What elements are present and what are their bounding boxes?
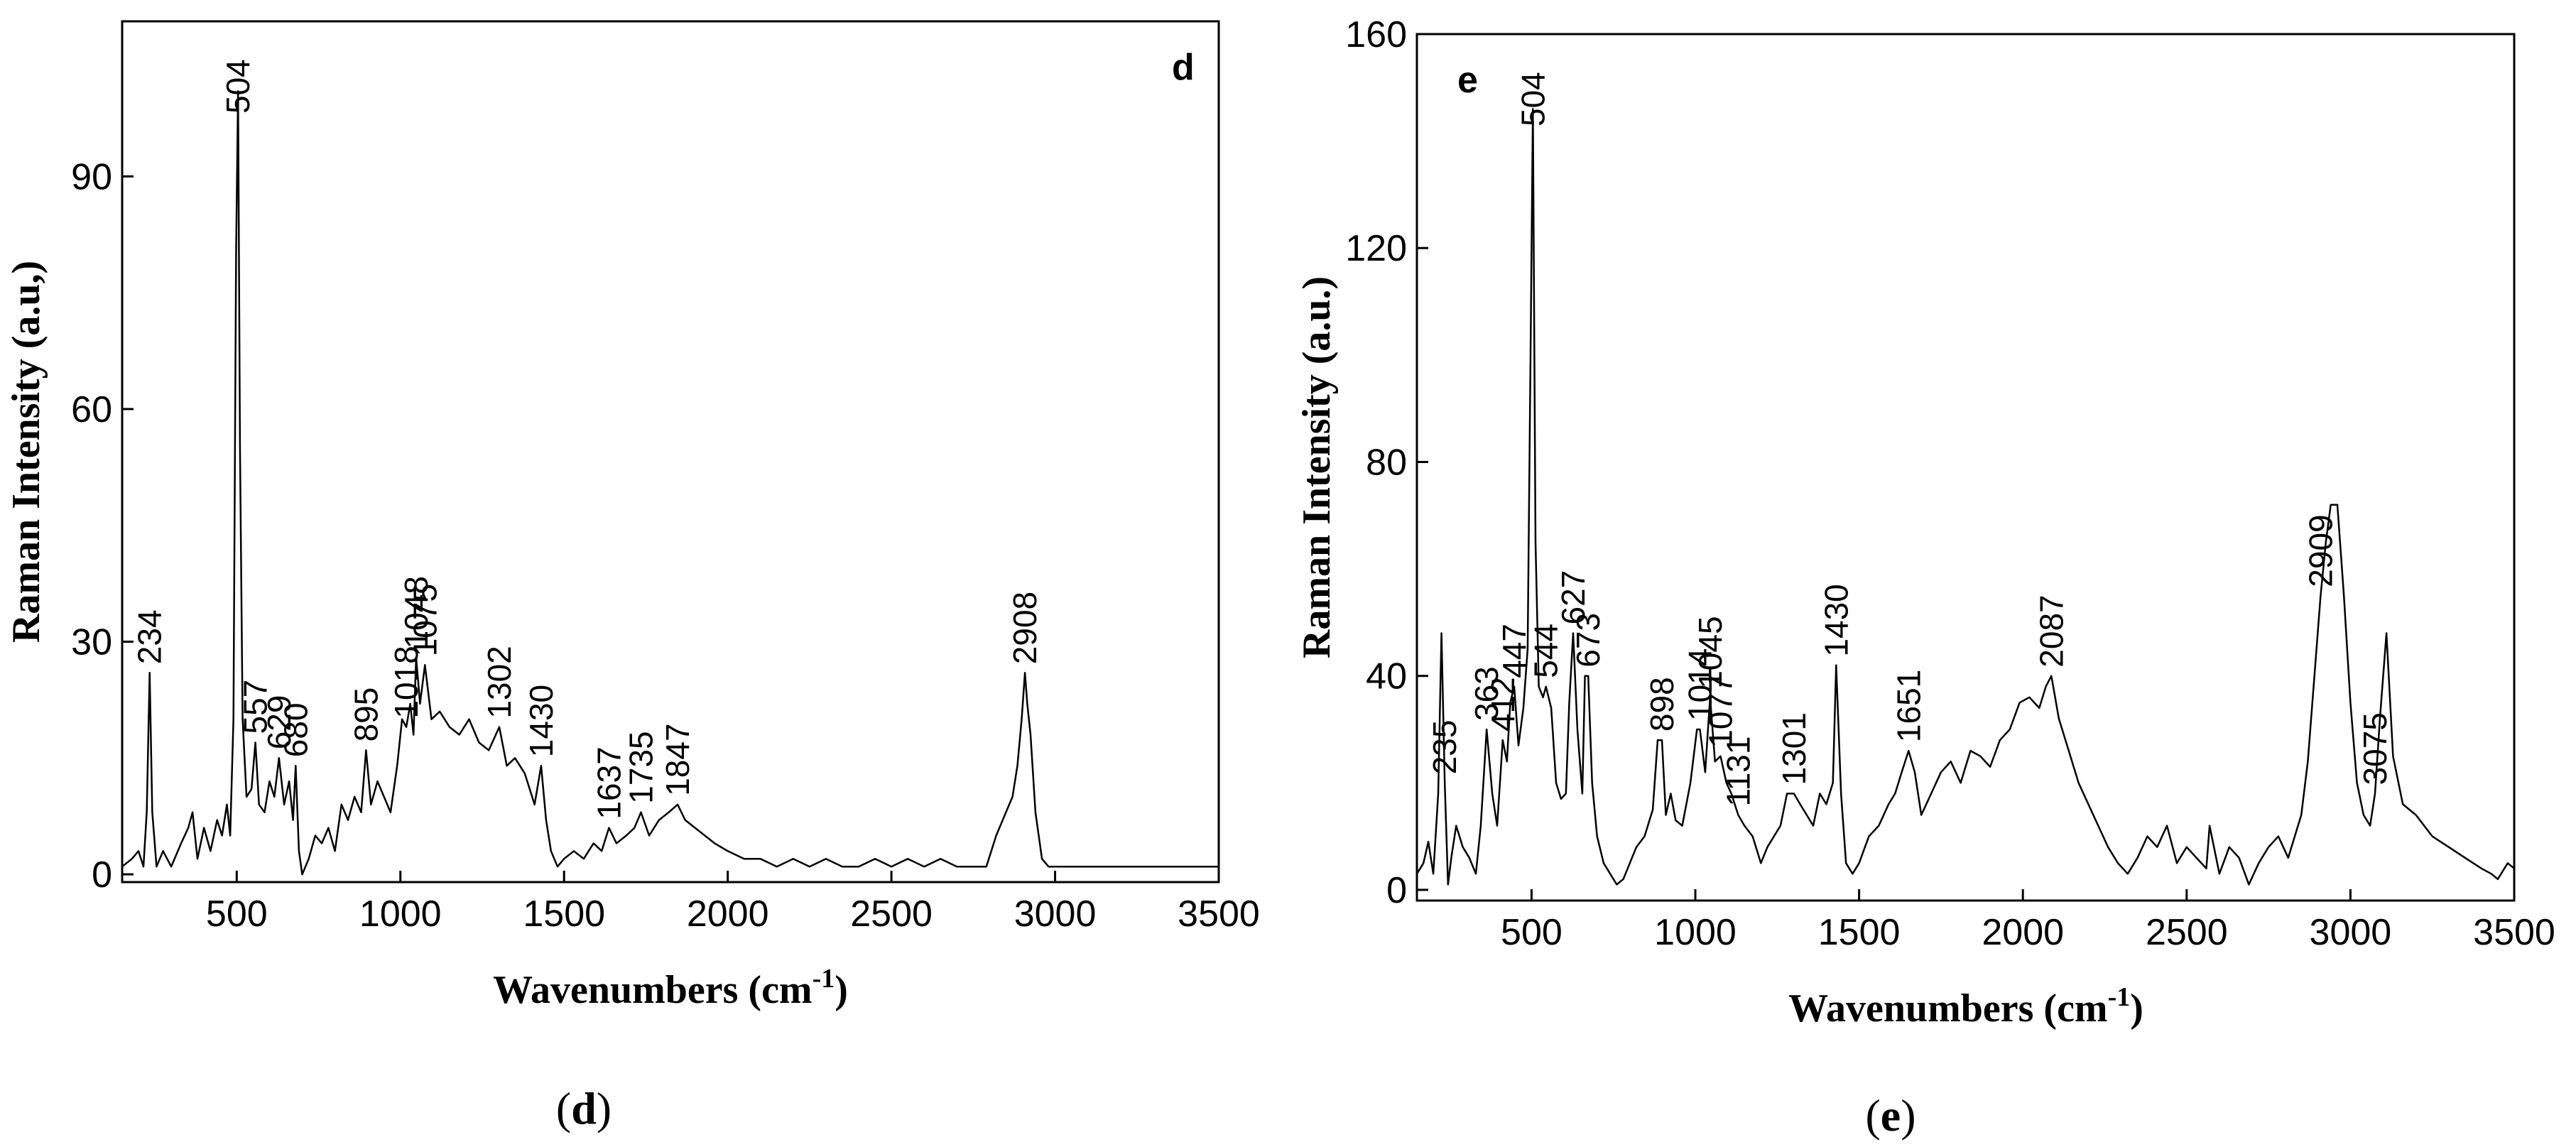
y-tick-label: 80 (1366, 442, 1407, 483)
peak-label: 1651 (1890, 670, 1927, 742)
spectrum-line-e (1415, 108, 2515, 886)
peak-label: 412 (1484, 677, 1521, 732)
peak-label: 1637 (590, 746, 627, 819)
peak-label: 629 (261, 695, 298, 750)
peak-label: 1048 (398, 576, 435, 648)
peak-label: 673 (1570, 613, 1607, 668)
panel-letter-d: d (1172, 47, 1195, 88)
y-axis-label-e: Raman Intensity (a.u.) (1295, 276, 1339, 658)
y-tick-label: 40 (1366, 656, 1407, 697)
peak-label: 544 (1528, 624, 1565, 678)
x-tick-label: 500 (1501, 912, 1563, 953)
peak-label: 447 (1496, 624, 1533, 678)
peak-label: 895 (347, 687, 384, 742)
y-ticks-e: 0 40 80 120 160 (1345, 14, 1428, 911)
y-tick-label: 160 (1345, 14, 1407, 55)
peak-label: 3075 (2357, 712, 2393, 785)
y-tick-label: 0 (1386, 870, 1407, 911)
x-tick-label: 1000 (1654, 912, 1737, 953)
peak-label: 1077 (1702, 675, 1739, 747)
peak-label: 1301 (1776, 712, 1813, 785)
panel-letter-e: e (1457, 60, 1478, 101)
x-tick-label: 1500 (523, 893, 605, 935)
peak-label: 235 (1426, 720, 1463, 775)
peak-label: 1430 (1817, 584, 1854, 656)
peak-label: 2087 (2033, 594, 2070, 667)
peak-label: 1131 (1719, 736, 1756, 807)
peak-label: 1075 (406, 584, 443, 656)
x-tick-label: 1500 (1818, 912, 1901, 953)
peak-label: 1847 (659, 723, 696, 795)
peak-label: 2908 (1006, 592, 1043, 664)
caption-d: (d) (556, 1083, 612, 1134)
x-tick-label: 2000 (1982, 912, 2064, 953)
x-tick-label: 1000 (359, 893, 442, 935)
y-tick-label: 30 (71, 622, 112, 663)
y-tick-label: 60 (71, 389, 112, 430)
peak-label: 557 (237, 680, 274, 734)
peak-label: 504 (219, 59, 256, 114)
chart-panel-d: 0 30 60 90 500 1000 1500 2000 2500 3000 3500 234 5… (4, 20, 1260, 1134)
caption-e: (e) (1865, 1090, 1915, 1141)
plot-area-frame-e (1415, 33, 2516, 902)
x-tick-label: 2000 (687, 893, 769, 935)
peak-label: 1302 (481, 646, 518, 718)
peak-label: 1430 (523, 685, 560, 757)
peak-label: 1045 (1692, 616, 1729, 688)
peak-label: 1735 (623, 731, 660, 803)
x-axis-label-d: Wavenumbers (cm-1) (493, 964, 848, 1012)
x-ticks-d: 500 1000 1500 2000 2500 3000 3500 (206, 871, 1260, 935)
peak-label: 898 (1643, 677, 1680, 732)
x-tick-label: 500 (206, 893, 268, 935)
y-axis-label-d: Raman Intensity (a.u,) (4, 261, 48, 643)
spectrum-line-d (121, 90, 1219, 876)
peak-label: 1018 (388, 646, 425, 718)
y-tick-label: 90 (71, 156, 112, 197)
y-tick-label: 120 (1345, 228, 1407, 269)
peak-label: 680 (277, 702, 314, 757)
plot-area-frame-d (121, 20, 1220, 884)
x-tick-label: 2500 (2146, 912, 2228, 953)
x-tick-label: 3000 (1014, 893, 1097, 935)
peak-label: 363 (1468, 666, 1505, 721)
peak-label: 504 (1514, 72, 1551, 126)
peak-label: 2909 (2302, 514, 2339, 587)
x-tick-label: 2500 (850, 893, 933, 935)
peak-label: 1014 (1682, 648, 1719, 721)
x-tick-label: 3500 (2473, 912, 2555, 953)
x-tick-label: 3000 (2310, 912, 2392, 953)
y-ticks-d: 0 30 60 90 (71, 156, 134, 896)
peak-label: 627 (1555, 570, 1592, 625)
x-axis-label-e: Wavenumbers (cm-1) (1788, 982, 2143, 1031)
peak-label: 234 (131, 609, 168, 664)
x-tick-label: 3500 (1178, 893, 1260, 935)
x-ticks-e: 500 1000 1500 2000 2500 3000 3500 (1501, 889, 2555, 953)
y-tick-label: 0 (92, 854, 112, 896)
